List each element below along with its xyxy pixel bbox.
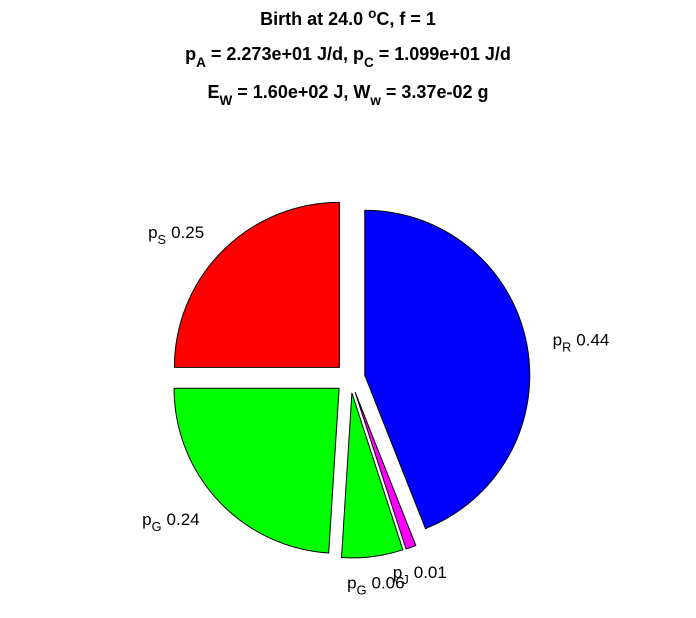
text-part: p: [347, 574, 356, 593]
pie-slice: [340, 392, 404, 559]
subscript: C: [364, 55, 374, 70]
slice-label: pS 0.25: [148, 223, 204, 247]
subscript: A: [196, 55, 206, 70]
text-part: p: [393, 563, 402, 582]
supscript: o: [368, 6, 376, 21]
text-part: p: [142, 510, 151, 529]
chart-title-line: EW = 1.60e+02 J, Ww = 3.37e-02 g: [208, 82, 489, 108]
text-part: p: [185, 44, 196, 64]
text-part: = 1.60e+02 J, W: [232, 82, 370, 102]
text-part: = 2.273e+01 J/d, p: [206, 44, 364, 64]
subscript: R: [562, 339, 571, 354]
pie-slice: [173, 201, 340, 368]
slice-value: 0.25: [171, 223, 204, 242]
slice-value: 0.44: [576, 330, 609, 349]
slice-value: 0.01: [414, 563, 447, 582]
text-part: C, f = 1: [376, 9, 436, 29]
pie-slice: [354, 391, 417, 550]
text-part: p: [148, 223, 157, 242]
chart-title-line: Birth at 24.0 oC, f = 1: [260, 6, 436, 29]
pie-slice: [364, 209, 531, 530]
text-part: = 3.37e-02 g: [381, 82, 489, 102]
slice-value: 0.06: [371, 574, 404, 593]
text-part: p: [553, 330, 562, 349]
subscript: w: [369, 93, 381, 108]
slice-value: 0.24: [167, 510, 200, 529]
subscript: G: [152, 519, 162, 534]
text-part: = 1.099e+01 J/d: [374, 44, 511, 64]
text-part: Birth at 24.0: [260, 9, 368, 29]
text-part: E: [208, 82, 220, 102]
subscript: S: [158, 232, 167, 247]
slice-label: pG 0.24: [142, 510, 199, 534]
subscript: G: [357, 583, 367, 598]
slice-label: pR 0.44: [553, 330, 610, 354]
pie-slice: [173, 387, 340, 554]
chart-title-line: pA = 2.273e+01 J/d, pC = 1.099e+01 J/d: [185, 44, 511, 70]
subscript: W: [220, 93, 233, 108]
slice-label: pJ 0.01: [393, 563, 447, 587]
slice-label: pG 0.06: [347, 574, 404, 598]
subscript: J: [402, 572, 408, 587]
